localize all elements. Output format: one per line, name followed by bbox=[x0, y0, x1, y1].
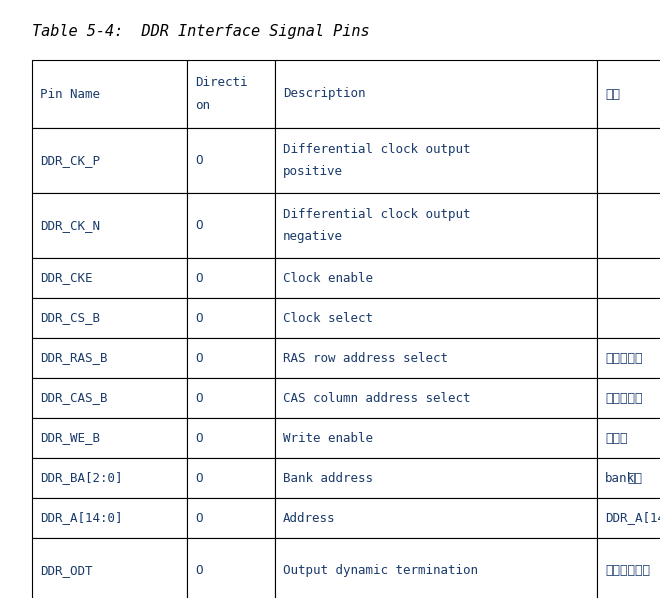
Text: Directi: Directi bbox=[195, 76, 248, 89]
Text: Clock select: Clock select bbox=[283, 312, 373, 325]
Text: Pin Name: Pin Name bbox=[40, 87, 100, 100]
Text: Output dynamic termination: Output dynamic termination bbox=[283, 564, 478, 577]
Text: 行地址选择: 行地址选择 bbox=[605, 352, 642, 365]
Text: DDR_A[14:0]: DDR_A[14:0] bbox=[605, 511, 660, 524]
Text: Differential clock output: Differential clock output bbox=[283, 143, 471, 156]
Text: O: O bbox=[195, 564, 203, 577]
Text: bank: bank bbox=[605, 471, 635, 484]
Text: DDR_CK_P: DDR_CK_P bbox=[40, 154, 100, 167]
Text: Table 5-4:  DDR Interface Signal Pins: Table 5-4: DDR Interface Signal Pins bbox=[32, 24, 370, 39]
Text: O: O bbox=[195, 392, 203, 404]
Text: 输出动态终端: 输出动态终端 bbox=[605, 564, 650, 577]
Text: Differential clock output: Differential clock output bbox=[283, 208, 471, 221]
Text: DDR_ODT: DDR_ODT bbox=[40, 564, 92, 577]
Text: Bank address: Bank address bbox=[283, 471, 373, 484]
Text: O: O bbox=[195, 432, 203, 444]
Text: negative: negative bbox=[283, 230, 343, 243]
Text: on: on bbox=[195, 99, 210, 112]
Text: DDR_CK_N: DDR_CK_N bbox=[40, 219, 100, 232]
Text: Address: Address bbox=[283, 511, 335, 524]
Text: O: O bbox=[195, 471, 203, 484]
Text: positive: positive bbox=[283, 165, 343, 178]
Text: 地址: 地址 bbox=[627, 471, 642, 484]
Text: 读使能: 读使能 bbox=[605, 432, 628, 444]
Text: Write enable: Write enable bbox=[283, 432, 373, 444]
Text: DDR_RAS_B: DDR_RAS_B bbox=[40, 352, 108, 365]
Text: O: O bbox=[195, 511, 203, 524]
Text: CAS column address select: CAS column address select bbox=[283, 392, 471, 404]
Text: Clock enable: Clock enable bbox=[283, 271, 373, 285]
Text: RAS row address select: RAS row address select bbox=[283, 352, 448, 365]
Text: O: O bbox=[195, 154, 203, 167]
Text: DDR_CS_B: DDR_CS_B bbox=[40, 312, 100, 325]
Text: DDR_A[14:0]: DDR_A[14:0] bbox=[40, 511, 123, 524]
Text: 列地址选择: 列地址选择 bbox=[605, 392, 642, 404]
Text: DDR_BA[2:0]: DDR_BA[2:0] bbox=[40, 471, 123, 484]
Text: O: O bbox=[195, 352, 203, 365]
Text: DDR_WE_B: DDR_WE_B bbox=[40, 432, 100, 444]
Text: O: O bbox=[195, 312, 203, 325]
Text: DDR_CKE: DDR_CKE bbox=[40, 271, 92, 285]
Text: DDR_CAS_B: DDR_CAS_B bbox=[40, 392, 108, 404]
Text: 备注: 备注 bbox=[605, 87, 620, 100]
Text: O: O bbox=[195, 271, 203, 285]
Text: Description: Description bbox=[283, 87, 366, 100]
Text: O: O bbox=[195, 219, 203, 232]
